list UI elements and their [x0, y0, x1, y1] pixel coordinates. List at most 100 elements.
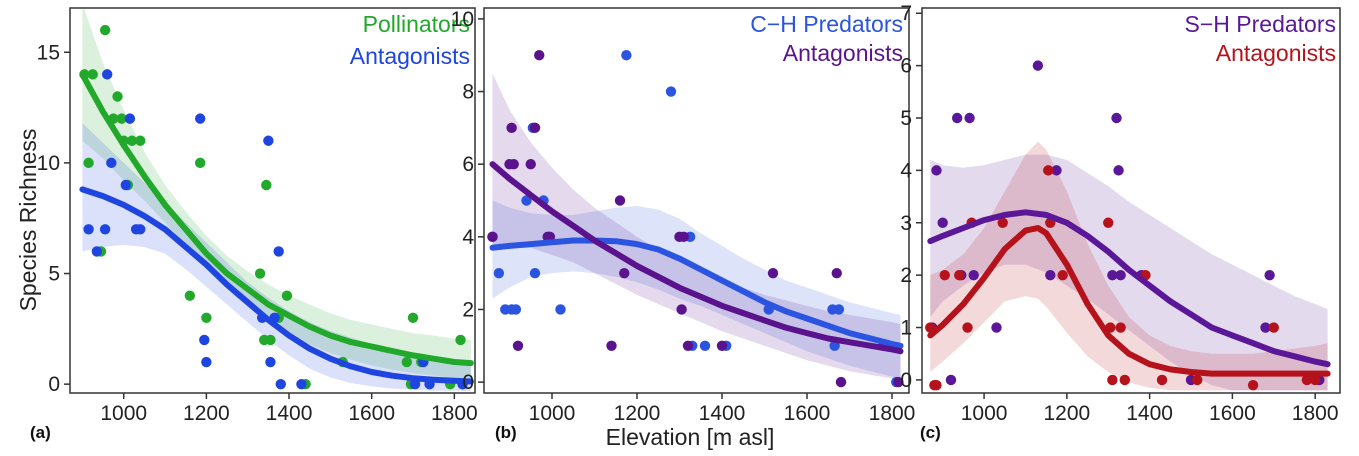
y-tick-label: 2: [900, 264, 912, 287]
confidence-band: [492, 73, 901, 381]
x-tick-label: 1600: [348, 402, 395, 425]
plot-content: [487, 50, 904, 388]
data-point: [1156, 374, 1168, 386]
legend-entry: C−H Predators: [750, 11, 903, 37]
x-tick-label: 1800: [869, 402, 916, 425]
panel-label: (b): [495, 423, 517, 442]
fit-line: [489, 237, 904, 349]
data-point: [954, 269, 965, 281]
data-point: [962, 322, 973, 333]
panel-label: (c): [920, 423, 941, 442]
legend-entry: S−H Predators: [1185, 11, 1337, 37]
data-point: [893, 376, 904, 388]
data-point: [1057, 269, 1068, 281]
data-point: [619, 267, 630, 279]
data-point: [126, 135, 138, 146]
data-point: [964, 112, 975, 124]
data-point: [1045, 269, 1056, 281]
data-point: [833, 304, 845, 315]
data-point: [829, 340, 840, 351]
data-point: [401, 356, 413, 368]
data-point: [1113, 165, 1124, 176]
y-tick-label: 3: [900, 212, 912, 235]
y-tick-label: 5: [900, 107, 912, 130]
x-axis-title: Elevation [m asl]: [606, 424, 775, 450]
data-point: [676, 304, 687, 315]
data-point: [455, 334, 466, 346]
x-tick-label: 1600: [784, 402, 831, 425]
data-point: [487, 231, 498, 243]
legend-entry: Antagonists: [350, 43, 470, 69]
confidence-band: [930, 141, 1328, 391]
x-tick-label: 1400: [699, 402, 746, 425]
y-tick-label: 0: [900, 369, 912, 392]
y-tick-label: 2: [462, 298, 474, 321]
data-point: [606, 340, 617, 351]
data-point: [508, 158, 519, 170]
data-point: [678, 231, 689, 243]
data-point: [831, 267, 842, 279]
data-point: [510, 304, 522, 315]
data-point: [1119, 374, 1130, 386]
panel-a: 1000 1200 1400 1600 1800 0 5 10 15 Pollinators Ant…: [30, 7, 478, 442]
x-tick-label: 1600: [1209, 402, 1256, 425]
data-point: [261, 179, 272, 191]
data-point: [1309, 374, 1321, 386]
data-point: [83, 157, 94, 169]
data-point: [512, 340, 524, 351]
data-point: [409, 378, 421, 390]
data-point: [1247, 379, 1259, 391]
confidence-band: [82, 123, 471, 391]
y-tick-label: 5: [48, 263, 60, 286]
data-point: [1107, 269, 1118, 281]
data-point: [99, 24, 111, 36]
data-point: [1115, 269, 1126, 281]
data-point: [621, 50, 632, 61]
data-point: [506, 122, 517, 134]
data-point: [407, 312, 419, 323]
data-point: [1268, 322, 1279, 333]
y-tick-label: 6: [900, 55, 912, 78]
y-tick-label: 8: [462, 81, 474, 104]
data-point: [997, 217, 1008, 228]
x-tick-label: 1000: [100, 402, 147, 425]
data-point: [194, 157, 206, 169]
fit-line: [79, 71, 474, 367]
data-point: [273, 246, 284, 257]
data-point: [99, 224, 111, 235]
data-point: [116, 113, 127, 124]
data-point: [931, 379, 942, 391]
fit-line: [927, 209, 1331, 368]
data-point: [201, 312, 212, 323]
data-point: [1260, 322, 1271, 333]
data-point: [521, 195, 532, 206]
data-point: [835, 376, 847, 388]
data-point: [665, 86, 677, 97]
x-tick-label: 1000: [961, 402, 1008, 425]
data-point: [194, 113, 206, 124]
data-point: [1115, 322, 1126, 333]
x-tick-label: 1800: [1292, 402, 1339, 425]
x-tick-label: 1000: [529, 402, 576, 425]
fit-line: [489, 161, 904, 355]
data-point: [124, 113, 136, 124]
data-point: [767, 267, 779, 279]
data-point: [716, 340, 728, 351]
y-tick-label: 6: [462, 153, 474, 176]
data-point: [931, 165, 942, 176]
data-point: [184, 290, 196, 301]
data-point: [120, 179, 131, 191]
plot-frame: [69, 7, 476, 394]
y-tick-label: 15: [37, 41, 60, 64]
data-point: [699, 340, 711, 351]
data-point: [1264, 269, 1275, 281]
x-tick-label: 1800: [431, 402, 478, 425]
data-point: [281, 290, 293, 301]
data-point: [1192, 374, 1203, 386]
data-point: [101, 69, 113, 80]
y-tick-label: 0: [462, 371, 474, 394]
plot-content: [925, 60, 1331, 391]
y-tick-label: 0: [48, 373, 60, 396]
y-tick-label: 1: [900, 317, 912, 340]
